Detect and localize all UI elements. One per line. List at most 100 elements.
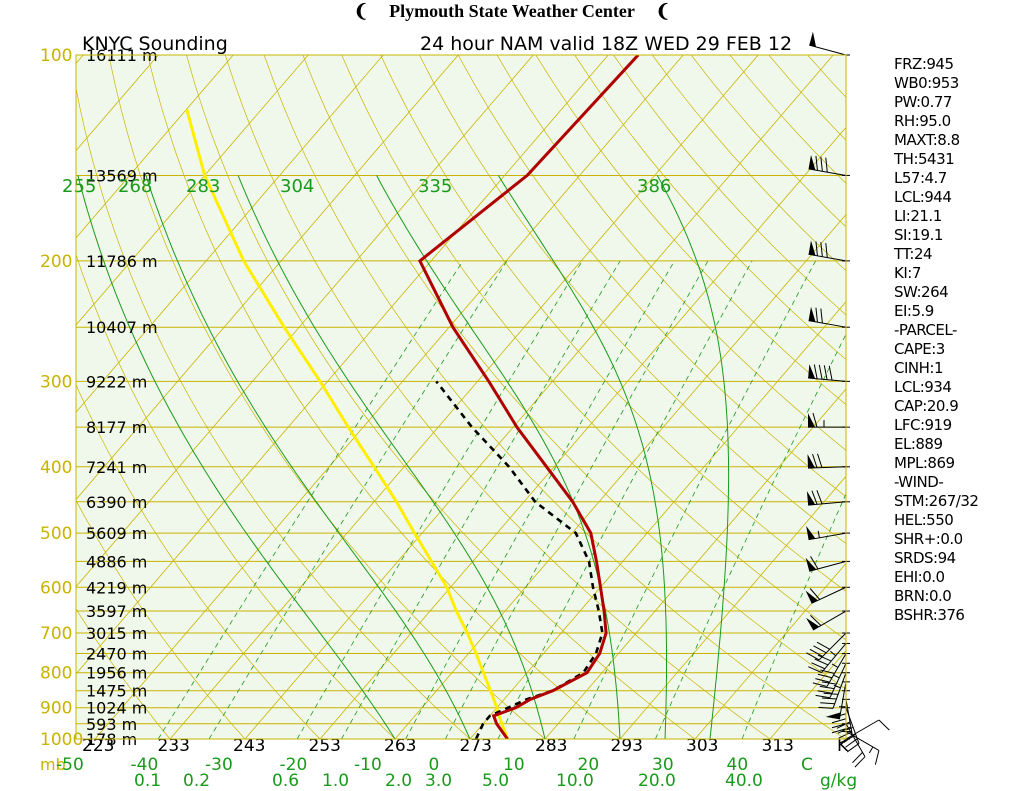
isotherm-line [76, 55, 609, 675]
wind-barb-flag [825, 712, 841, 720]
isotherm-line [76, 55, 459, 501]
mixing-ratio-tick-label: 5.0 [482, 771, 509, 791]
pressure-tick-label: 100 [40, 46, 72, 66]
isotherm-line [244, 55, 834, 739]
height-tick-label: 3597 m [86, 602, 147, 621]
wind-barb-flag [808, 240, 816, 256]
dry-adiabat-line [76, 86, 471, 739]
dry-adiabat-line [76, 499, 246, 739]
wind-barb [808, 240, 850, 262]
wind-barb-full [811, 490, 818, 505]
plot-border [75, 54, 847, 740]
moist-adiabat-line [145, 175, 471, 739]
sounding-index-item: LCL:934 [894, 378, 952, 396]
kelvin-tick-label: 313 [762, 736, 794, 756]
sounding-index-item: -WIND- [894, 473, 944, 491]
wind-barb-full [812, 682, 828, 687]
moist-adiabat-line [497, 175, 667, 739]
height-tick-label: 9222 m [86, 372, 147, 391]
temperature-tick-label: -30 [205, 755, 233, 775]
wind-barb-full [831, 718, 847, 724]
temperature-tick-label: -40 [131, 755, 159, 775]
wind-barb-flag [805, 557, 817, 572]
mixing-ratio-tick-label: 3.0 [425, 771, 452, 791]
wind-barb-full [815, 155, 818, 171]
wind-barb-flag [809, 31, 817, 47]
isotherm-line [76, 55, 384, 413]
parcel-trace [185, 108, 509, 739]
mixing-ratio-line [296, 260, 583, 739]
wind-barb [806, 490, 850, 506]
dry-adiabat-line [574, 55, 846, 361]
mixing-ratio-line [445, 260, 709, 739]
temperature-tick-label: -50 [56, 755, 84, 775]
height-tick-label: 6390 m [86, 493, 147, 512]
wind-barb-full [812, 413, 818, 428]
wind-barb-full [828, 365, 833, 381]
banner-title: Plymouth State Weather Center [389, 1, 635, 21]
sounding-index-item: MAXT:8.8 [894, 131, 960, 149]
isotherm-line [394, 213, 846, 739]
sounding-index-item: MPL:869 [894, 454, 955, 472]
kelvin-tick-label: 223 [82, 736, 114, 756]
mixing-ratio-line [208, 260, 508, 739]
pressure-tick-label: 400 [40, 458, 72, 478]
wind-barb-full [816, 490, 823, 505]
wind-barb-flag [808, 155, 816, 171]
wind-barb-staff [826, 653, 847, 687]
sounding-index-item: EL:889 [894, 435, 943, 453]
mixing-ratio-tick-label: 10.0 [556, 771, 594, 791]
wind-barb-full [810, 556, 819, 570]
mixing-ratio-line [341, 260, 621, 739]
sounding-index-item: L57:4.7 [894, 169, 947, 187]
height-tick-label: 1956 m [86, 664, 147, 683]
isotherm-line [544, 388, 846, 739]
wind-barb-full [836, 721, 851, 729]
temperature-line [418, 55, 640, 739]
mixing-ratio-tick-label: g/kg [820, 771, 857, 791]
sounding-index-item: WB0:953 [894, 74, 959, 92]
wind-barb [808, 306, 850, 328]
pressure-tick-label: 200 [40, 252, 72, 272]
wind-barb-staff [845, 719, 880, 740]
isotherm-line [76, 55, 234, 239]
wind-barb-staff [832, 672, 847, 709]
theta-label: 283 [186, 176, 220, 197]
wind-barb-full [820, 308, 823, 324]
wind-barb [806, 610, 850, 631]
dry-adiabat-line [496, 55, 846, 451]
dry-adiabat-line [224, 55, 771, 739]
temperature-tick-label: 10 [503, 755, 525, 775]
wind-barb-staff [809, 560, 847, 572]
isotherm-line [619, 475, 846, 739]
dry-adiabat-line [1002, 55, 1024, 739]
wind-barb-full [815, 678, 830, 683]
dry-adiabat-line [76, 608, 171, 739]
wind-barb-full [811, 662, 825, 670]
sounding-index-item: SRDS:94 [894, 549, 956, 567]
sounding-index-item: RH:95.0 [894, 112, 951, 130]
sounding-index-item: TT:24 [894, 245, 933, 263]
sounding-index-item: KI:7 [894, 264, 921, 282]
mixing-ratio-tick-label: 40.0 [725, 771, 763, 791]
isotherm-line [0, 55, 8, 739]
wind-barb-full [815, 307, 818, 323]
wind-barb-full [831, 723, 847, 729]
pressure-tick-label: 1000 [40, 730, 83, 750]
moist-adiabat-line [77, 175, 396, 739]
kelvin-tick-label: 253 [309, 736, 341, 756]
height-tick-label: 1475 m [86, 682, 147, 701]
pressure-tick-label: 900 [40, 699, 72, 719]
wind-barb-full [852, 751, 863, 764]
wind-barb-staff [845, 731, 880, 751]
wind-barb-staff [829, 663, 847, 698]
height-tick-label: 11786 m [86, 252, 158, 271]
wind-barb-full [814, 658, 829, 666]
isotherm-line [76, 55, 534, 588]
wind-barb-staff [845, 699, 854, 737]
wind-barb [807, 453, 850, 469]
isotherm-line [169, 55, 759, 739]
wind-barb [806, 632, 850, 661]
height-tick-label: 7241 m [86, 458, 147, 477]
mixing-ratio-tick-label: 1.0 [322, 771, 349, 791]
